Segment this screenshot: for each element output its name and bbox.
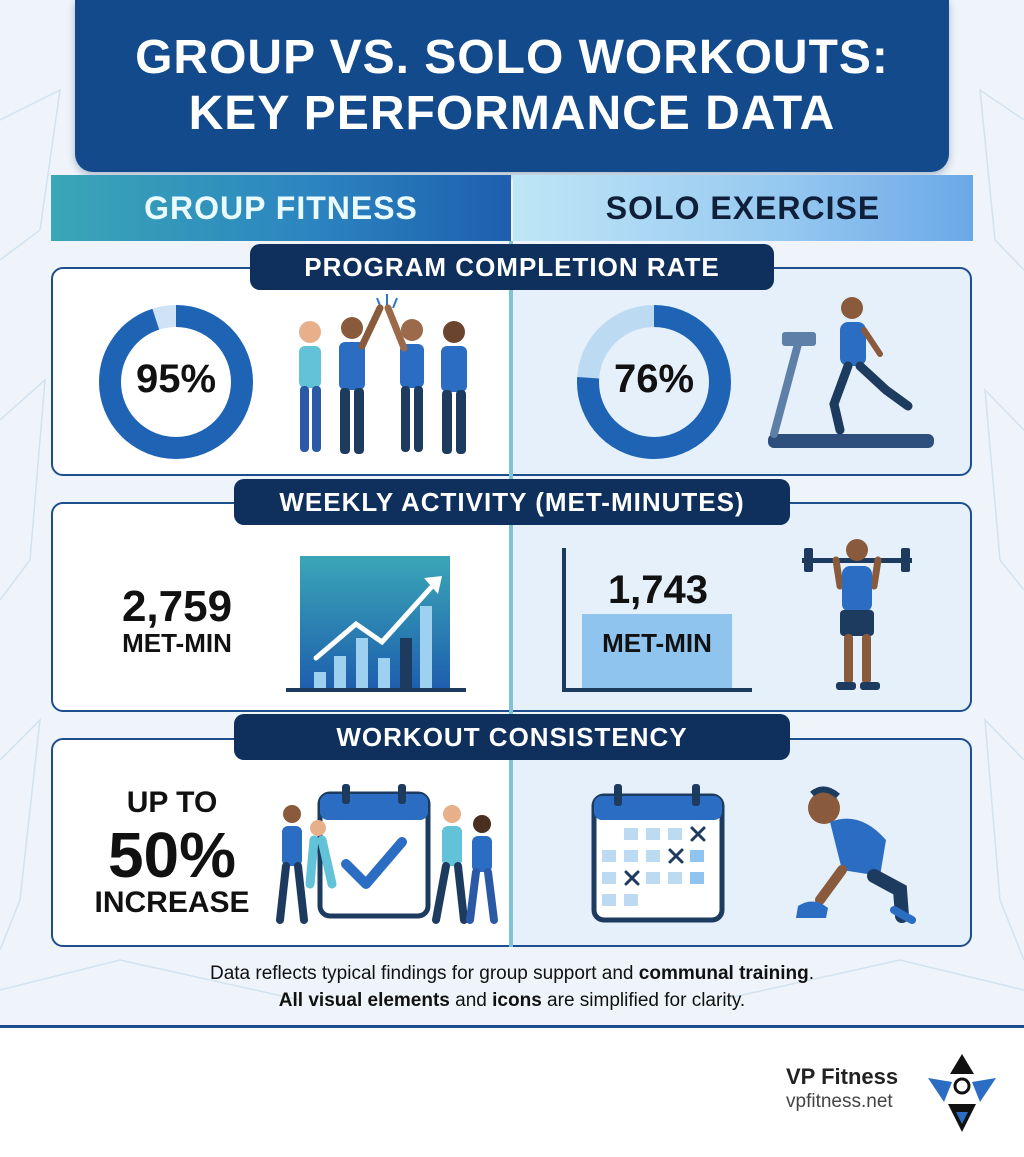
footnote-text-2b: and: [449, 990, 493, 1011]
solo-completion-value: 76%: [613, 357, 695, 401]
group-completion-arc: [99, 305, 253, 459]
consistency-section-label: WORKOUT CONSISTENCY: [234, 714, 790, 760]
footnote-text-1a: Data reflects typical findings for group…: [209, 963, 639, 984]
solo-completion-ring: [577, 305, 731, 459]
shoe-tying-icon: [796, 786, 916, 924]
solo-activity-chart: [562, 548, 752, 692]
footnote-text-1b: communal training: [638, 963, 809, 984]
column-divider: [509, 241, 513, 947]
group-completion-value: 95%: [135, 357, 217, 401]
background-network: [0, 88, 1024, 1001]
rising-chart-icon: [286, 556, 466, 692]
vp-fitness-logo-icon: [928, 1054, 996, 1132]
footnote-text-2d: are simplified for clarity.: [541, 990, 746, 1011]
solo-exercise-header: SOLO EXERCISE: [513, 175, 973, 241]
group-fitness-header: GROUP FITNESS: [51, 175, 511, 241]
title-line-1: GROUP VS. SOLO WORKOUTS:: [135, 31, 889, 84]
solo-activity-unit: MET-MIN: [602, 628, 712, 658]
footnote-text-2a: All visual elements: [278, 990, 450, 1011]
footnote-text-2c: icons: [492, 990, 542, 1011]
brand-bar: [0, 1025, 1024, 1157]
solo-calendar-icon: [591, 784, 725, 923]
treadmill-runner-icon: [768, 297, 934, 448]
activity-section-label: WEEKLY ACTIVITY (MET-MINUTES): [234, 479, 790, 525]
consistency-line-3: INCREASE: [94, 886, 250, 919]
page-title: GROUP VS. SOLO WORKOUTS: KEY PERFORMANCE…: [75, 0, 949, 172]
consistency-line-1: UP TO: [126, 786, 218, 819]
weightlifter-icon: [802, 539, 912, 690]
solo-completion-arc: [577, 305, 731, 459]
group-high-five-icon: [299, 294, 467, 454]
group-completion-ring: [99, 305, 253, 459]
footnote-text-1c: .: [808, 963, 815, 984]
brand-url[interactable]: vpfitness.net: [786, 1091, 893, 1112]
footnote-line-1: Data reflects typical findings for group…: [0, 960, 1024, 987]
brand-name: VP Fitness: [786, 1064, 899, 1089]
group-calendar-stretch-icon: [276, 784, 498, 924]
completion-section-label: PROGRAM COMPLETION RATE: [250, 244, 774, 290]
title-line-2: KEY PERFORMANCE DATA: [188, 87, 836, 140]
footnote: Data reflects typical findings for group…: [0, 960, 1024, 1014]
group-activity-unit: MET-MIN: [122, 628, 232, 658]
consistency-value: 50%: [107, 819, 237, 891]
solo-activity-value: 1,743: [607, 568, 709, 612]
footnote-line-2: All visual elements and icons are simpli…: [0, 987, 1024, 1014]
group-activity-value: 2,759: [121, 582, 233, 631]
